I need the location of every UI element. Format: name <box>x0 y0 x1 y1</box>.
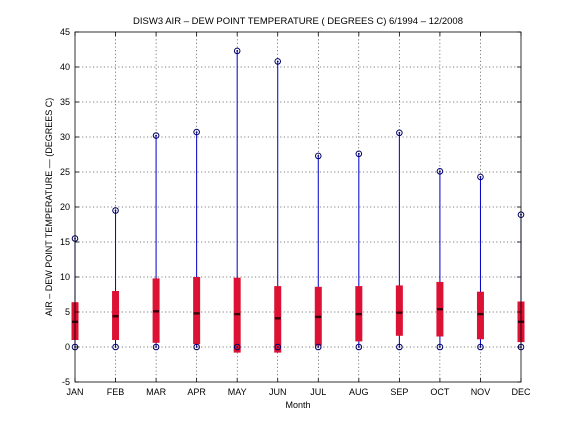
max-marker-jun <box>274 58 282 65</box>
y-tick-label: 10 <box>60 272 70 282</box>
median-nov <box>477 312 484 316</box>
max-marker-nov <box>477 173 484 181</box>
axis-ticks: -5 0 5 10 15 20 25 30 35 40 45 JAN FEB MAR APR MAY JUN JU… <box>60 27 531 397</box>
min-marker-dot-jun <box>276 346 279 348</box>
box-sep <box>395 285 403 336</box>
max-marker-jul <box>314 152 322 160</box>
max-marker-dot-apr <box>195 131 198 134</box>
min-marker-feb <box>112 343 119 351</box>
x-tick-label: SEP <box>390 387 408 397</box>
min-marker-oct <box>436 343 444 351</box>
box-apr <box>193 277 201 345</box>
max-marker-dot-nov <box>479 176 482 178</box>
min-marker-dot-feb <box>114 346 117 348</box>
max-marker-aug <box>355 150 363 158</box>
max-marker-dot-mar <box>155 134 157 137</box>
median-aug <box>355 312 362 316</box>
y-tick-label: 30 <box>60 132 70 142</box>
y-tick-label: 5 <box>65 307 70 317</box>
x-tick-label: JAN <box>66 387 83 397</box>
median-feb <box>112 315 119 318</box>
y-tick-label: 40 <box>60 62 70 72</box>
max-marker-dot-sep <box>398 131 401 134</box>
x-tick-label: JUL <box>310 387 326 397</box>
x-tick-label: AUG <box>349 387 369 397</box>
min-marker-nov <box>477 343 484 351</box>
y-tick-label: 0 <box>65 342 70 352</box>
y-tick-label: -5 <box>62 377 70 387</box>
max-marker-apr <box>193 128 200 136</box>
min-marker-dot-mar <box>155 346 157 348</box>
min-marker-dot-apr <box>195 346 198 348</box>
min-marker-dot-may <box>236 346 239 348</box>
max-marker-feb <box>112 207 119 214</box>
min-marker-jun <box>274 343 282 351</box>
max-marker-dot-jul <box>317 155 320 157</box>
max-marker-oct <box>436 168 444 175</box>
x-axis-title: Month <box>285 400 310 410</box>
median-sep <box>396 311 403 314</box>
min-marker-dot-oct <box>439 346 441 348</box>
min-marker-jul <box>314 343 322 351</box>
max-marker-may <box>233 47 241 55</box>
min-marker-aug <box>355 343 363 351</box>
min-marker-mar <box>152 343 160 351</box>
median-may <box>234 312 241 316</box>
y-tick-label: 25 <box>60 167 70 177</box>
y-tick-label: 15 <box>60 237 70 247</box>
x-tick-label: NOV <box>471 387 491 397</box>
max-marker-dot-aug <box>357 152 360 155</box>
y-axis-title: AIR – DEW POINT TEMPERATURE — (DEGREES C… <box>44 98 54 317</box>
max-marker-sep <box>396 129 403 137</box>
median-jun <box>274 317 281 320</box>
median-mar <box>153 310 160 313</box>
max-marker-mar <box>152 132 160 139</box>
y-tick-label: 45 <box>60 27 70 37</box>
median-apr <box>193 312 200 315</box>
x-tick-label: OCT <box>430 387 450 397</box>
x-tick-label: FEB <box>107 387 125 397</box>
x-tick-label: MAY <box>228 387 247 397</box>
x-tick-label: DEC <box>511 387 531 397</box>
median-jul <box>315 315 322 319</box>
min-marker-sep <box>396 343 403 351</box>
median-oct <box>436 308 443 311</box>
x-tick-label: MAR <box>146 387 167 397</box>
min-marker-dot-sep <box>398 346 401 348</box>
y-tick-label: 35 <box>60 97 70 107</box>
y-tick-label: 20 <box>60 202 70 212</box>
max-marker-dot-feb <box>114 209 117 212</box>
chart-title: DISW3 AIR – DEW POINT TEMPERATURE ( DEGR… <box>133 16 463 27</box>
min-marker-dot-aug <box>357 346 360 348</box>
max-marker-dot-oct <box>439 170 441 173</box>
x-tick-label: JUN <box>269 387 287 397</box>
min-marker-may <box>233 343 241 351</box>
min-marker-apr <box>193 343 200 351</box>
box-nov <box>476 291 484 340</box>
min-marker-dot-nov <box>479 346 482 348</box>
x-tick-label: APR <box>187 387 206 397</box>
max-marker-dot-jun <box>276 60 279 63</box>
min-marker-dot-jul <box>317 346 320 348</box>
max-marker-dot-may <box>236 50 239 52</box>
